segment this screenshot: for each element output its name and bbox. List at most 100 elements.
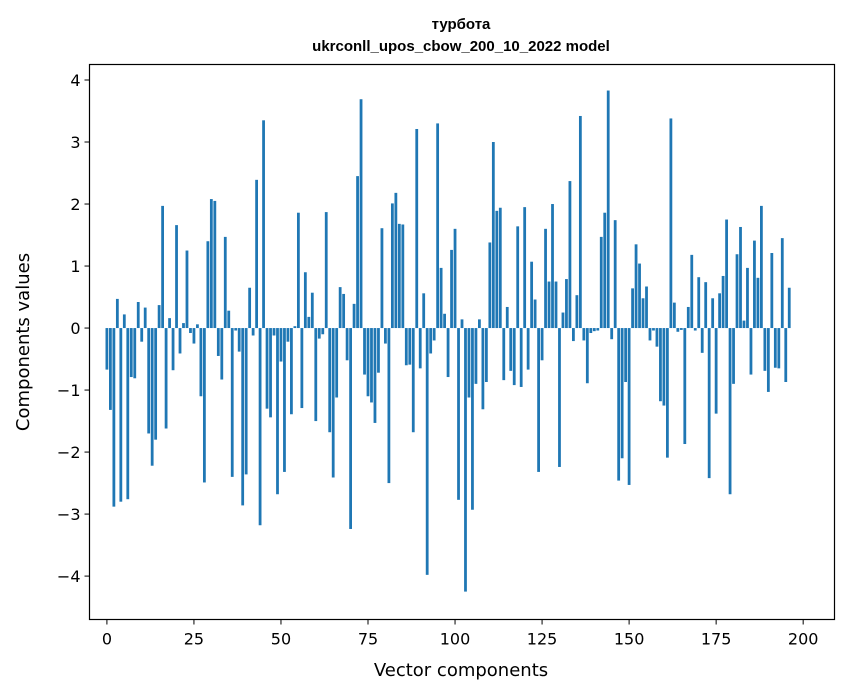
bar bbox=[109, 328, 112, 410]
bar bbox=[425, 328, 429, 575]
bar bbox=[310, 292, 314, 329]
bar bbox=[585, 328, 589, 384]
bar bbox=[418, 328, 422, 369]
bar bbox=[258, 328, 262, 526]
bar bbox=[773, 328, 777, 368]
bar bbox=[533, 299, 537, 329]
y-tick-label: −3 bbox=[57, 505, 81, 524]
bar bbox=[787, 287, 791, 329]
chart-title: турбота bbox=[432, 16, 491, 33]
bar bbox=[255, 179, 258, 329]
bar bbox=[136, 302, 140, 329]
bar bbox=[453, 228, 457, 329]
bar bbox=[770, 253, 774, 329]
bar bbox=[659, 328, 662, 402]
bar bbox=[115, 298, 119, 329]
bar bbox=[460, 319, 464, 329]
bar bbox=[408, 328, 412, 365]
bar bbox=[537, 328, 540, 472]
bar bbox=[634, 244, 638, 329]
x-axis-label: Vector components bbox=[374, 660, 548, 681]
bar bbox=[669, 118, 673, 329]
bar bbox=[411, 328, 415, 433]
bar bbox=[129, 328, 133, 378]
bar bbox=[690, 254, 694, 329]
bar bbox=[122, 314, 126, 329]
x-tick-label: 75 bbox=[358, 630, 378, 649]
bar bbox=[199, 328, 203, 397]
bar bbox=[711, 298, 715, 329]
bar bbox=[227, 310, 231, 329]
bar bbox=[161, 205, 164, 329]
bar bbox=[457, 328, 460, 500]
bar bbox=[777, 328, 781, 369]
bar bbox=[175, 225, 178, 329]
bar bbox=[753, 240, 756, 329]
bar bbox=[582, 328, 586, 341]
bar bbox=[335, 328, 339, 398]
bar bbox=[603, 212, 607, 329]
bar bbox=[154, 328, 158, 440]
bar bbox=[189, 328, 192, 334]
bar bbox=[686, 306, 690, 329]
bar bbox=[352, 303, 356, 329]
bar bbox=[707, 328, 711, 479]
bar bbox=[422, 293, 426, 329]
bar bbox=[495, 210, 499, 329]
bar bbox=[168, 318, 171, 329]
bar bbox=[397, 223, 401, 329]
bar bbox=[526, 328, 530, 370]
bar bbox=[303, 272, 307, 329]
bar bbox=[359, 99, 363, 329]
bar bbox=[147, 328, 151, 434]
bar bbox=[505, 306, 509, 329]
bar bbox=[213, 200, 217, 329]
bar bbox=[645, 286, 648, 329]
bar bbox=[746, 267, 749, 329]
bar bbox=[760, 205, 763, 329]
bar bbox=[516, 226, 520, 329]
bar bbox=[272, 328, 276, 336]
x-tick-label: 175 bbox=[701, 630, 732, 649]
bar bbox=[624, 328, 628, 382]
bar bbox=[237, 328, 241, 352]
bar bbox=[112, 328, 116, 507]
bar bbox=[140, 328, 144, 342]
bar bbox=[697, 277, 701, 329]
y-axis-label: Components values bbox=[13, 253, 34, 431]
bar bbox=[502, 328, 506, 381]
bar bbox=[317, 328, 321, 339]
bar bbox=[401, 224, 405, 329]
bar bbox=[342, 293, 346, 329]
bar bbox=[693, 328, 697, 331]
bar bbox=[666, 328, 669, 458]
bar bbox=[209, 199, 213, 329]
y-tick-label: −4 bbox=[57, 567, 81, 586]
bar bbox=[641, 298, 645, 329]
bar bbox=[293, 326, 297, 329]
y-tick-label: 0 bbox=[70, 319, 80, 338]
bar bbox=[784, 328, 788, 382]
bar bbox=[331, 328, 335, 478]
x-tick-label: 200 bbox=[788, 630, 819, 649]
bar bbox=[763, 328, 767, 371]
bar bbox=[735, 254, 739, 329]
bar bbox=[725, 219, 728, 329]
bar bbox=[683, 328, 687, 445]
bar bbox=[572, 328, 575, 342]
bar bbox=[377, 328, 380, 373]
bar bbox=[265, 328, 269, 409]
bar bbox=[119, 328, 123, 502]
bar bbox=[178, 328, 182, 354]
bar bbox=[739, 226, 742, 329]
bar bbox=[380, 228, 384, 329]
bar bbox=[662, 328, 666, 406]
bar bbox=[206, 241, 210, 329]
bar bbox=[349, 328, 352, 529]
bar bbox=[704, 282, 708, 329]
bar bbox=[185, 250, 189, 329]
bar bbox=[627, 328, 631, 485]
bar bbox=[575, 295, 579, 329]
bar bbox=[202, 328, 206, 483]
bar bbox=[269, 328, 272, 418]
